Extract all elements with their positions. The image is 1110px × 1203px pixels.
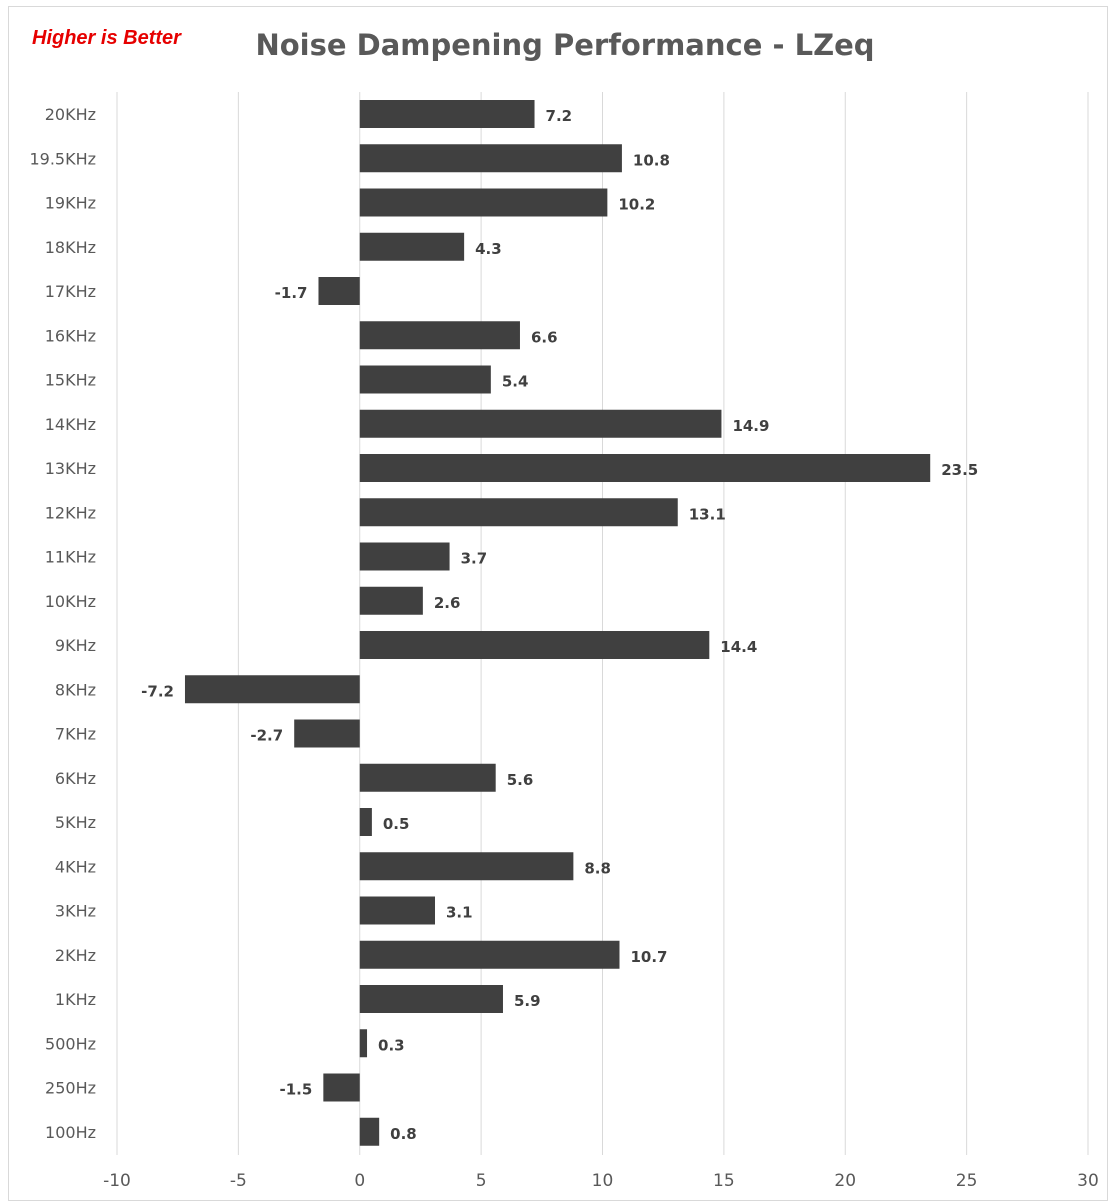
data-label: 7.2 [546,107,573,125]
bar [294,719,360,748]
bar [359,1029,368,1058]
bar [359,409,722,438]
category-label: 16KHz [45,326,96,345]
data-label: 0.5 [383,815,410,833]
gridlines [116,92,1089,1155]
x-tick-label: 30 [1077,1171,1099,1191]
bar [359,631,710,659]
bar [359,763,496,792]
bar [359,144,622,173]
x-tick-label: -10 [103,1171,131,1191]
data-label: -2.7 [250,727,283,745]
category-label: 9KHz [55,636,96,655]
bar [359,321,520,350]
category-label: 19KHz [45,194,96,213]
data-label: 0.3 [378,1036,405,1054]
data-label: 5.9 [514,992,541,1010]
category-label: 6KHz [55,769,96,788]
bar [359,808,372,836]
x-tick-label: 10 [592,1171,614,1191]
category-label: 15KHz [45,371,96,390]
category-label: 19.5KHz [29,149,96,168]
category-label: 17KHz [45,282,96,301]
data-label: 14.9 [732,417,769,435]
bar [359,498,678,527]
category-labels: 20KHz 19.5KHz 19KHz 18KHz 17KHz 16KHz 15KHz 14K… [29,105,96,1142]
x-tick-label: 25 [956,1171,978,1191]
category-label: 8KHz [55,680,96,699]
x-tick-label: 0 [354,1171,365,1191]
data-label: 23.5 [941,461,978,479]
category-label: 1KHz [55,990,96,1009]
data-label: -7.2 [141,682,174,700]
bar [359,365,491,394]
category-label: 250Hz [45,1079,96,1098]
data-label: 14.4 [720,638,757,656]
category-label: 12KHz [45,503,96,522]
bar [359,586,423,615]
category-label: 18KHz [45,238,96,257]
data-label: 8.8 [584,859,611,877]
data-label: 0.8 [390,1125,417,1143]
bar [323,1073,360,1102]
x-tick-label: 20 [834,1171,856,1191]
data-label: 10.2 [618,196,655,214]
data-label: 10.8 [633,151,670,169]
category-label: 7KHz [55,725,96,744]
data-label: 3.7 [461,550,488,568]
data-label: -1.7 [275,284,308,302]
bar [359,852,574,881]
bar [359,232,465,261]
bar [359,896,436,925]
data-label: 5.6 [507,771,534,789]
data-label: 5.4 [502,373,529,391]
category-label: 14KHz [45,415,96,434]
data-labels: 7.2 10.8 10.2 4.3 -1.7 6.6 5.4 14.9 23.5 13.1 3.7 2… [141,107,978,1143]
category-label: 500Hz [45,1034,96,1053]
category-label: 13KHz [45,459,96,478]
category-label: 10KHz [45,592,96,611]
chart-title: Noise Dampening Performance - LZeq [255,28,875,62]
data-label: 10.7 [630,948,667,966]
x-tick-labels: -10 -5 0 5 10 15 20 25 30 [103,1171,1099,1191]
bar [359,940,620,969]
bar [359,188,608,217]
data-label: 3.1 [446,904,473,922]
bar [184,675,360,704]
category-label: 11KHz [45,548,96,567]
category-label: 100Hz [45,1123,96,1142]
category-label: 4KHz [55,857,96,876]
data-label: -1.5 [280,1081,313,1099]
category-label: 5KHz [55,813,96,832]
x-tick-label: 5 [476,1171,487,1191]
x-tick-label: 15 [713,1171,735,1191]
bar [359,100,535,128]
higher-is-better-note: Higher is Better [32,27,181,49]
data-label: 6.6 [531,328,558,346]
category-label: 3KHz [55,902,96,921]
x-tick-label: -5 [230,1171,247,1191]
bar [359,985,503,1013]
bar [359,542,450,571]
category-label: 2KHz [55,946,96,965]
data-label: 2.6 [434,594,461,612]
bar [359,1117,380,1146]
bar [359,454,931,482]
data-label: 13.1 [689,505,726,523]
data-label: 4.3 [475,240,502,258]
bar [318,277,360,305]
category-label: 20KHz [45,105,96,124]
bars [184,100,931,1146]
